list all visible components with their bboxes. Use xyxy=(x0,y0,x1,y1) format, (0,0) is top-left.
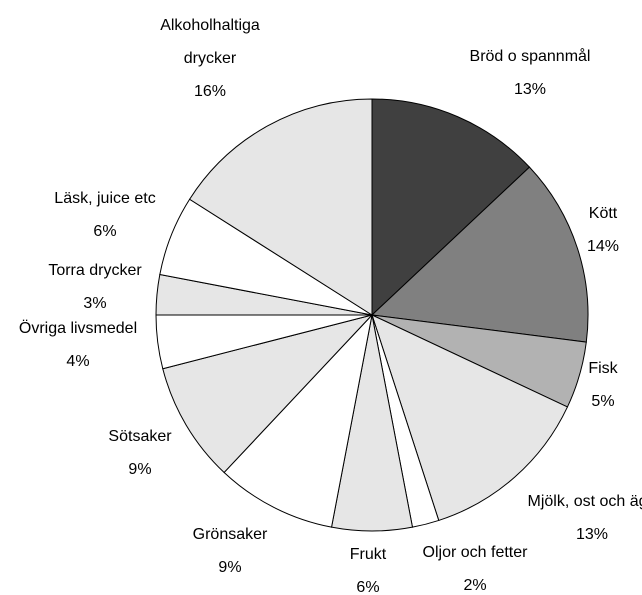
pie-slice xyxy=(188,98,373,316)
pie-slice xyxy=(370,166,589,343)
slice-label: Övriga livsmedel 4% xyxy=(19,312,137,378)
percent-label: 14% xyxy=(586,238,620,255)
pie-slice xyxy=(371,314,569,522)
percent-label: 6% xyxy=(93,223,117,240)
slice-label: Frukt 6% xyxy=(350,538,386,595)
percent-label: 4% xyxy=(66,353,90,370)
slice-label: Torra drycker 3% xyxy=(48,254,141,320)
slice-label: Kött 14% xyxy=(587,197,619,263)
slice-label: Grönsaker 9% xyxy=(193,518,268,584)
category-name: Kött xyxy=(588,205,618,222)
slice-label: Alkoholhaltiga drycker 16% xyxy=(150,9,270,108)
slice-label: Oljor och fetter 2% xyxy=(423,536,528,595)
percent-label: 13% xyxy=(513,81,547,98)
percent-label: 6% xyxy=(356,579,380,595)
slice-label: Bröd o spannmål 13% xyxy=(470,40,591,106)
percent-label: 9% xyxy=(128,461,152,478)
percent-label: 3% xyxy=(83,295,107,312)
pie-slice xyxy=(223,313,373,528)
category-name: Alkoholhaltiga drycker xyxy=(160,17,260,67)
pie-slice xyxy=(162,314,374,474)
percent-label: 9% xyxy=(218,559,242,576)
category-name: Övriga livsmedel xyxy=(18,320,138,337)
category-name: Sötsaker xyxy=(108,428,172,445)
category-name: Torra drycker xyxy=(48,262,142,279)
category-name: Bröd o spannmål xyxy=(469,48,591,65)
percent-label: 16% xyxy=(193,83,227,100)
slice-label: Mjölk, ost och ägg 13% xyxy=(522,485,642,551)
pie-slice xyxy=(371,98,531,317)
category-name: Fisk xyxy=(588,360,618,377)
category-name: Frukt xyxy=(349,546,387,563)
percent-label: 13% xyxy=(575,526,609,543)
category-name: Oljor och fetter xyxy=(422,544,528,561)
category-name: Läsk, juice etc xyxy=(54,190,156,207)
percent-label: 2% xyxy=(463,577,487,594)
slice-label: Läsk, juice etc 6% xyxy=(54,182,155,248)
percent-label: 5% xyxy=(591,393,615,410)
category-name: Mjölk, ost och ägg xyxy=(527,493,642,510)
category-name: Grönsaker xyxy=(192,526,268,543)
slice-label: Fisk 5% xyxy=(588,352,617,418)
slice-label: Sötsaker 9% xyxy=(108,420,171,486)
